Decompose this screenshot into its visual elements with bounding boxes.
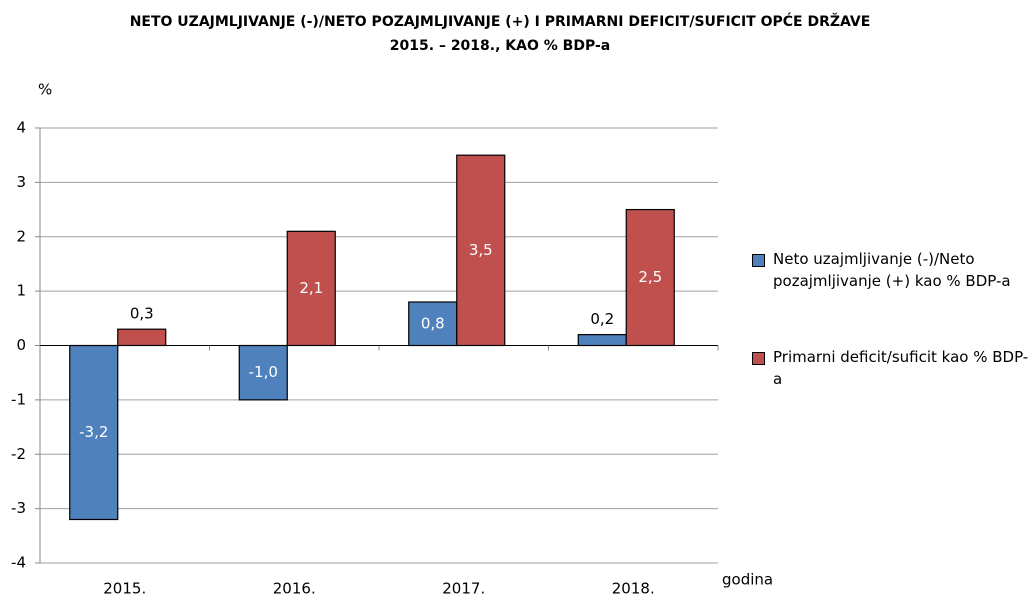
- bar: [577, 334, 627, 347]
- bar: [408, 301, 458, 347]
- value-label: 2,1: [299, 279, 323, 297]
- bar: [625, 208, 675, 347]
- legend-item: Primarni deficit/suficit kao % BDP-a: [752, 346, 1032, 390]
- legend-item: Neto uzajmljivanje (-)/Neto pozajmljivan…: [752, 248, 1032, 292]
- bar: [286, 230, 336, 347]
- x-axis-label: godina: [722, 571, 773, 589]
- y-tick-label: 0: [16, 336, 26, 354]
- bar: [117, 328, 167, 347]
- x-tick-label: 2018.: [612, 580, 655, 598]
- y-axis-label: %: [38, 81, 52, 99]
- chart-title: NETO UZAJMLJIVANJE (-)/NETO POZAJMLJIVAN…: [130, 12, 871, 30]
- x-tick-label: 2016.: [273, 580, 316, 598]
- value-label: 0,2: [590, 310, 614, 328]
- value-label: 3,5: [469, 241, 493, 259]
- y-tick-label: 3: [16, 173, 26, 191]
- legend-label: Primarni deficit/suficit kao % BDP-a: [773, 348, 1029, 388]
- x-tick-label: 2017.: [442, 580, 485, 598]
- chart-subtitle: 2015. – 2018., KAO % BDP-a: [390, 38, 610, 54]
- y-tick-label: 1: [16, 282, 26, 300]
- value-label: -3,2: [79, 423, 108, 441]
- value-label: -1,0: [249, 363, 278, 381]
- y-tick-label: 4: [16, 119, 26, 137]
- legend-label: Neto uzajmljivanje (-)/Neto pozajmljivan…: [773, 250, 1011, 290]
- y-tick-label: -1: [11, 390, 26, 408]
- y-tick-label: -3: [11, 499, 26, 517]
- x-tick-label: 2015.: [103, 580, 146, 598]
- legend-swatch: [752, 352, 765, 365]
- bar: [456, 154, 506, 347]
- value-label: 0,3: [130, 305, 154, 323]
- y-tick-label: -4: [11, 554, 26, 572]
- bar: [238, 344, 288, 401]
- y-tick-label: 2: [16, 227, 26, 245]
- value-label: 0,8: [421, 314, 445, 332]
- bar: [69, 344, 119, 521]
- legend-swatch: [752, 254, 765, 267]
- value-label: 2,5: [638, 268, 662, 286]
- y-tick-label: -2: [11, 445, 26, 463]
